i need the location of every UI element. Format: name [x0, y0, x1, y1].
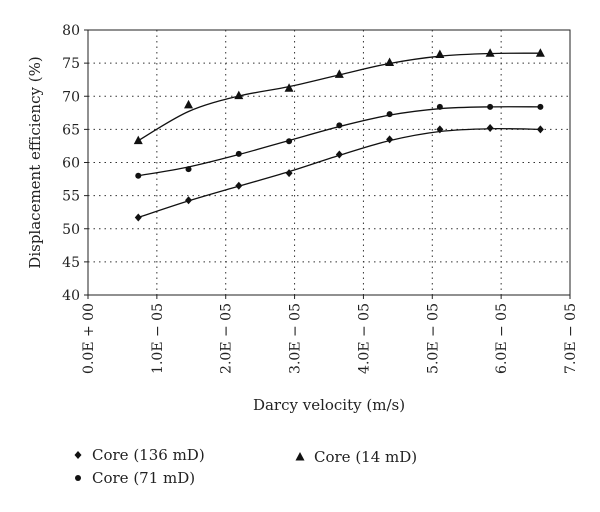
data-point-1	[386, 135, 394, 144]
y-tick-label: 80	[62, 23, 80, 39]
legend-marker-1	[74, 451, 82, 459]
x-tick-label: 3.0E − 05	[288, 303, 304, 374]
x-tick-label: 4.0E − 05	[356, 303, 372, 374]
y-tick-label: 55	[62, 189, 80, 205]
data-point-1	[134, 213, 142, 222]
trend-line-1	[138, 127, 541, 219]
data-point-1	[185, 196, 193, 205]
legend-label-2: Core (71 mD)	[92, 469, 195, 487]
data-point-3	[234, 90, 244, 100]
data-point-3	[334, 69, 344, 78]
data-point-1	[235, 181, 243, 190]
data-point-2	[336, 122, 343, 129]
y-axis-title: Displacement efficiency (%)	[26, 56, 44, 268]
y-tick-label: 75	[62, 56, 80, 72]
data-point-3	[284, 83, 294, 92]
legend-label-1: Core (136 mD)	[92, 446, 205, 464]
data-point-2	[436, 103, 443, 110]
grid-layer	[88, 30, 570, 295]
legend-marker-3	[295, 452, 305, 461]
x-tick-label: 5.0E − 05	[425, 303, 441, 374]
legend-label-3: Core (14 mD)	[314, 448, 417, 466]
data-point-3	[435, 49, 445, 59]
data-point-2	[386, 111, 393, 118]
x-tick-label: 7.0E − 05	[563, 303, 579, 374]
data-point-3	[535, 48, 545, 57]
legend: Core (136 mD) Core (71 mD) Core (14 mD)	[74, 446, 417, 487]
y-tick-label: 40	[62, 288, 80, 304]
data-point-2	[235, 150, 242, 157]
x-axis-title: Darcy velocity (m/s)	[253, 396, 405, 414]
legend-marker-2	[75, 475, 81, 481]
x-tick-label: 1.0E − 05	[150, 303, 166, 374]
x-tick-label: 2.0E − 05	[219, 303, 235, 374]
data-point-2	[286, 138, 293, 145]
data-points	[133, 48, 545, 222]
x-axis-ticks: 0.0E + 00 1.0E − 05 2.0E − 05 3.0E − 05 4.0E…	[81, 295, 579, 374]
x-tick-label: 6.0E − 05	[494, 303, 510, 374]
y-tick-label: 50	[62, 222, 80, 238]
data-point-3	[184, 99, 194, 109]
data-point-1	[486, 124, 494, 133]
data-point-1	[536, 125, 544, 134]
y-axis-ticks: 40 45 50 55 60 65 70 75 80	[62, 23, 88, 304]
data-point-3	[133, 135, 143, 145]
data-point-2	[487, 103, 494, 110]
y-tick-label: 65	[62, 122, 80, 138]
trend-line-2	[138, 106, 541, 177]
data-point-2	[537, 103, 544, 110]
data-point-1	[285, 169, 293, 178]
y-tick-label: 70	[62, 89, 80, 105]
data-point-3	[485, 48, 495, 57]
y-tick-label: 45	[62, 255, 80, 271]
data-point-1	[436, 125, 444, 134]
data-point-2	[185, 166, 192, 173]
data-point-1	[335, 150, 343, 159]
y-tick-label: 60	[62, 156, 80, 172]
data-point-2	[135, 172, 142, 179]
x-tick-label: 0.0E + 00	[81, 303, 97, 374]
data-point-3	[385, 57, 395, 66]
